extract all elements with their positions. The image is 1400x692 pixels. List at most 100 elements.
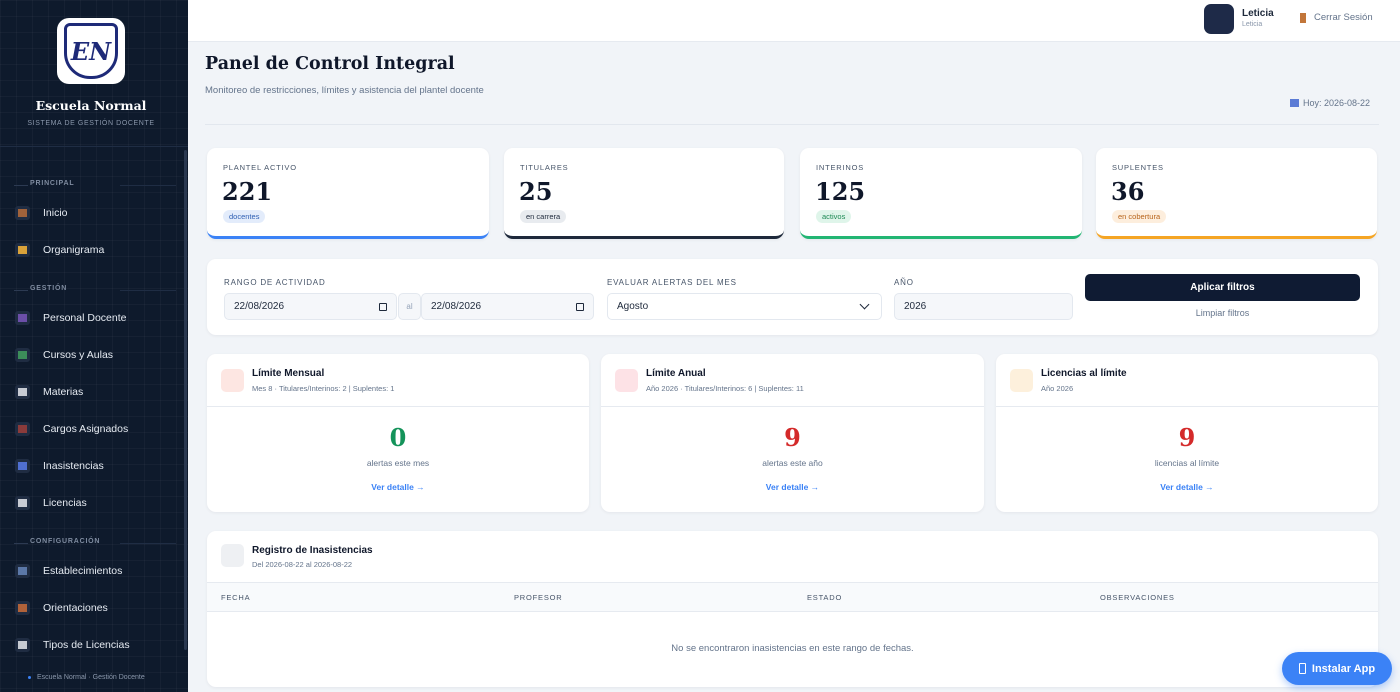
nav-section-title: GESTIÓN bbox=[30, 285, 68, 292]
nav-item[interactable]: Establecimientos bbox=[8, 559, 178, 583]
alert-detail: Año 2026 bbox=[1041, 384, 1074, 393]
table-header: FECHA PROFESOR ESTADO OBSERVACIONES bbox=[207, 582, 1378, 612]
date-to-text[interactable]: 22/08/2026 bbox=[431, 301, 482, 312]
nav-label[interactable]: Organigrama bbox=[43, 244, 105, 256]
divider bbox=[996, 406, 1378, 407]
scrollbar bbox=[184, 150, 187, 650]
nav-icon bbox=[15, 564, 30, 578]
year-input[interactable]: 2026 bbox=[894, 293, 1073, 320]
alert-detail: Mes 8 · Titulares/Interinos: 2 | Suplent… bbox=[252, 384, 395, 393]
stat-card: PLANTEL ACTIVO 221 docentes bbox=[207, 148, 489, 239]
stat-label: PLANTEL ACTIVO bbox=[223, 163, 297, 172]
nav-item[interactable]: Inicio bbox=[8, 201, 178, 225]
nav-icon bbox=[15, 385, 30, 399]
date-to[interactable]: 22/08/2026 bbox=[421, 293, 594, 320]
stat-value: 36 bbox=[1111, 177, 1145, 206]
logout-text[interactable]: Cerrar Sesión bbox=[1314, 12, 1373, 23]
alert-caption: alertas este mes bbox=[366, 458, 430, 468]
nav-icon bbox=[15, 459, 30, 473]
topbar: Leticia Leticia Cerrar Sesión bbox=[188, 0, 1400, 42]
nav-label[interactable]: Cargos Asignados bbox=[43, 423, 129, 435]
date-from-text[interactable]: 22/08/2026 bbox=[234, 301, 285, 312]
logo: EN bbox=[57, 18, 125, 84]
nav-section-line bbox=[120, 290, 176, 291]
absences-title: Registro de Inasistencias bbox=[252, 545, 373, 556]
alert-title: Límite Anual bbox=[646, 368, 706, 379]
nav-icon bbox=[15, 206, 30, 220]
logo-text: EN bbox=[64, 23, 118, 79]
nav-label[interactable]: Inicio bbox=[43, 207, 68, 219]
filters: RANGO DE ACTIVIDAD 22/08/2026 al 22/08/2… bbox=[207, 259, 1378, 335]
month-text[interactable]: Agosto bbox=[617, 301, 649, 312]
nav-item[interactable]: Cursos y Aulas bbox=[8, 343, 178, 367]
empty-message: No se encontraron inasistencias en este … bbox=[671, 643, 914, 654]
nav-icon bbox=[15, 638, 30, 652]
nav-label[interactable]: Personal Docente bbox=[43, 312, 127, 324]
nav-item[interactable]: Materias bbox=[8, 380, 178, 404]
avatar bbox=[1204, 4, 1234, 34]
nav-label[interactable]: Establecimientos bbox=[43, 565, 123, 577]
stat-value: 221 bbox=[222, 177, 273, 206]
stat-badge: activos bbox=[816, 210, 852, 223]
divider bbox=[0, 146, 188, 147]
nav-item[interactable]: Cargos Asignados bbox=[8, 417, 178, 441]
alert-link[interactable]: Ver detalle → bbox=[1160, 482, 1214, 492]
page-title: Panel de Control Integral bbox=[205, 54, 455, 74]
month-select[interactable]: Agosto bbox=[607, 293, 882, 320]
nav-label[interactable]: Inasistencias bbox=[43, 460, 104, 472]
alert-value: 0 bbox=[389, 423, 407, 452]
apply-button[interactable]: Aplicar filtros bbox=[1085, 274, 1360, 301]
alert-card: Licencias al límite Año 2026 9 licencias al… bbox=[996, 354, 1378, 512]
year-label: AÑO bbox=[894, 278, 914, 287]
date-from[interactable]: 22/08/2026 bbox=[224, 293, 397, 320]
brand-subtitle: SISTEMA DE GESTIÓN DOCENTE bbox=[27, 120, 155, 127]
stat-badge: en carrera bbox=[520, 210, 567, 223]
nav-item[interactable]: Inasistencias bbox=[8, 454, 178, 478]
nav-item[interactable]: Organigrama bbox=[8, 238, 178, 262]
nav-icon bbox=[15, 496, 30, 510]
nav-icon bbox=[15, 348, 30, 362]
divider bbox=[601, 406, 984, 407]
nav-item[interactable]: Personal Docente bbox=[8, 306, 178, 330]
nav-item[interactable]: Tipos de Licencias bbox=[8, 633, 178, 657]
nav-label[interactable]: Cursos y Aulas bbox=[43, 349, 114, 361]
column-header: OBSERVACIONES bbox=[1100, 593, 1175, 602]
column-header: FECHA bbox=[221, 593, 251, 602]
page-subtitle: Monitoreo de restricciones, límites y as… bbox=[205, 85, 484, 96]
nav-icon bbox=[15, 243, 30, 257]
nav-section-line bbox=[14, 543, 28, 544]
nav-label[interactable]: Materias bbox=[43, 386, 84, 398]
nav-item[interactable]: Orientaciones bbox=[8, 596, 178, 620]
logout[interactable]: Cerrar Sesión bbox=[1300, 12, 1373, 23]
alert-icon bbox=[221, 369, 244, 392]
nav-section-line bbox=[120, 185, 176, 186]
today-text: Hoy: 2026-08-22 bbox=[1303, 98, 1371, 108]
nav-section-title: PRINCIPAL bbox=[30, 180, 75, 187]
alert-value: 9 bbox=[1178, 423, 1196, 452]
nav-icon bbox=[15, 601, 30, 615]
stat-card: TITULARES 25 en carrera bbox=[504, 148, 784, 239]
nav-section-line bbox=[120, 543, 176, 544]
alert-link[interactable]: Ver detalle → bbox=[765, 482, 820, 492]
clear-button[interactable]: Limpiar filtros bbox=[1195, 308, 1250, 318]
alert-link[interactable]: Ver detalle → bbox=[371, 482, 425, 492]
nav-section-line bbox=[14, 185, 28, 186]
date-separator: al bbox=[398, 293, 421, 320]
stat-badge: docentes bbox=[223, 210, 266, 223]
install-text[interactable]: Instalar App bbox=[1311, 662, 1376, 675]
column-header: ESTADO bbox=[807, 593, 843, 602]
nav-label[interactable]: Licencias bbox=[43, 497, 87, 509]
alert-card: Límite Mensual Mes 8 · Titulares/Interino… bbox=[207, 354, 589, 512]
install-button[interactable]: Instalar App bbox=[1282, 652, 1392, 685]
nav-label[interactable]: Tipos de Licencias bbox=[43, 639, 130, 651]
absences: Registro de Inasistencias Del 2026-08-22… bbox=[207, 531, 1378, 687]
sidebar: EN Escuela Normal SISTEMA DE GESTIÓN DOC… bbox=[0, 0, 188, 692]
alert-title: Licencias al límite bbox=[1041, 368, 1127, 379]
alert-card: Límite Anual Año 2026 · Titulares/Interin… bbox=[601, 354, 984, 512]
alert-value: 9 bbox=[784, 423, 801, 452]
nav-item[interactable]: Licencias bbox=[8, 491, 178, 515]
nav-label[interactable]: Orientaciones bbox=[43, 602, 108, 614]
nav-icon bbox=[15, 311, 30, 325]
